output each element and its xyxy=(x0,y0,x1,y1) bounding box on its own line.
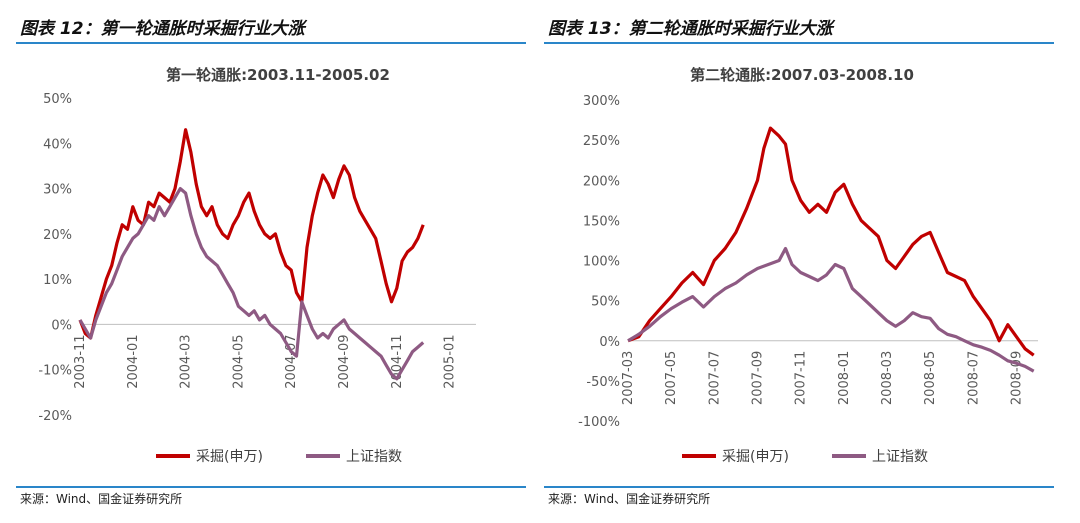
figure-panel-right: 图表 13：第二轮通胀时采掘行业大涨 第二轮通胀:2007.03-2008.10… xyxy=(544,0,1054,523)
chart-title: 第一轮通胀:2003.11-2005.02 xyxy=(166,66,390,84)
figure-source: 来源：Wind、国金证券研究所 xyxy=(20,492,183,506)
x-tick-label: 2004-05 xyxy=(231,334,246,388)
line-chart-second-round: 第二轮通胀:2007.03-2008.10 300% 250% 200% 150% 100… xyxy=(578,66,1038,465)
x-tick-label: 2003-11 xyxy=(73,334,88,388)
series-line-mining xyxy=(78,128,425,340)
x-tick-label: 2007-05 xyxy=(664,351,679,405)
y-tick-label: 250% xyxy=(583,134,620,149)
y-tick-label: -10% xyxy=(38,364,72,379)
line-chart-first-round: 第一轮通胀:2003.11-2005.02 50% 40% 30% 20% 10% 0% -1… xyxy=(38,66,476,465)
y-tick-label: 200% xyxy=(583,174,620,189)
y-tick-label: 0% xyxy=(599,335,620,350)
y-tick-label: 20% xyxy=(43,228,72,243)
x-tick-label: 2004-03 xyxy=(179,334,194,388)
x-tick-label: 2007-11 xyxy=(794,351,809,405)
x-tick-label: 2008-05 xyxy=(923,351,938,405)
y-tick-label: 30% xyxy=(43,183,72,198)
legend-label: 采掘(申万) xyxy=(196,449,263,465)
figure-label: 图表 13：第二轮通胀时采掘行业大涨 xyxy=(548,19,833,39)
y-tick-label: -100% xyxy=(578,415,620,430)
y-tick-label: 0% xyxy=(51,318,72,333)
series-line-sse-index xyxy=(78,187,425,381)
series-line-sse-index xyxy=(627,246,1035,373)
x-tick-label: 2004-01 xyxy=(126,334,141,388)
figure-bottom-rule xyxy=(16,486,526,488)
y-tick-label: 300% xyxy=(583,94,620,109)
figure-top-rule xyxy=(16,42,526,44)
x-tick-label: 2004-11 xyxy=(390,334,405,388)
y-tick-label: 100% xyxy=(583,255,620,270)
x-tick-label: 2007-09 xyxy=(750,351,765,405)
y-tick-label: 40% xyxy=(43,137,72,152)
x-tick-label: 2008-03 xyxy=(880,351,895,405)
x-tick-label: 2008-09 xyxy=(1009,351,1024,405)
figure-bottom-rule xyxy=(544,486,1054,488)
chart-title: 第二轮通胀:2007.03-2008.10 xyxy=(690,66,914,84)
legend-label: 采掘(申万) xyxy=(722,449,789,465)
legend-label: 上证指数 xyxy=(872,449,928,465)
y-tick-label: 50% xyxy=(43,92,72,107)
x-tick-label: 2008-01 xyxy=(837,351,852,405)
x-tick-label: 2008-07 xyxy=(966,351,981,405)
y-tick-label: 10% xyxy=(43,273,72,288)
figure-panel-left: 图表 12：第一轮通胀时采掘行业大涨 第一轮通胀:2003.11-2005.02… xyxy=(16,0,526,523)
legend-label: 上证指数 xyxy=(346,449,402,465)
x-tick-label: 2004-09 xyxy=(337,334,352,388)
y-tick-label: 50% xyxy=(591,295,620,310)
series-line-mining xyxy=(627,126,1035,357)
x-tick-label: 2007-03 xyxy=(621,351,636,405)
x-tick-label: 2005-01 xyxy=(443,334,458,388)
figure-source: 来源：Wind、国金证券研究所 xyxy=(548,492,711,506)
y-tick-label: -50% xyxy=(586,375,620,390)
x-tick-label: 2007-07 xyxy=(707,351,722,405)
y-tick-label: -20% xyxy=(38,409,72,424)
y-tick-label: 150% xyxy=(583,214,620,229)
figure-label: 图表 12：第一轮通胀时采掘行业大涨 xyxy=(20,19,305,39)
figure-top-rule xyxy=(544,42,1054,44)
